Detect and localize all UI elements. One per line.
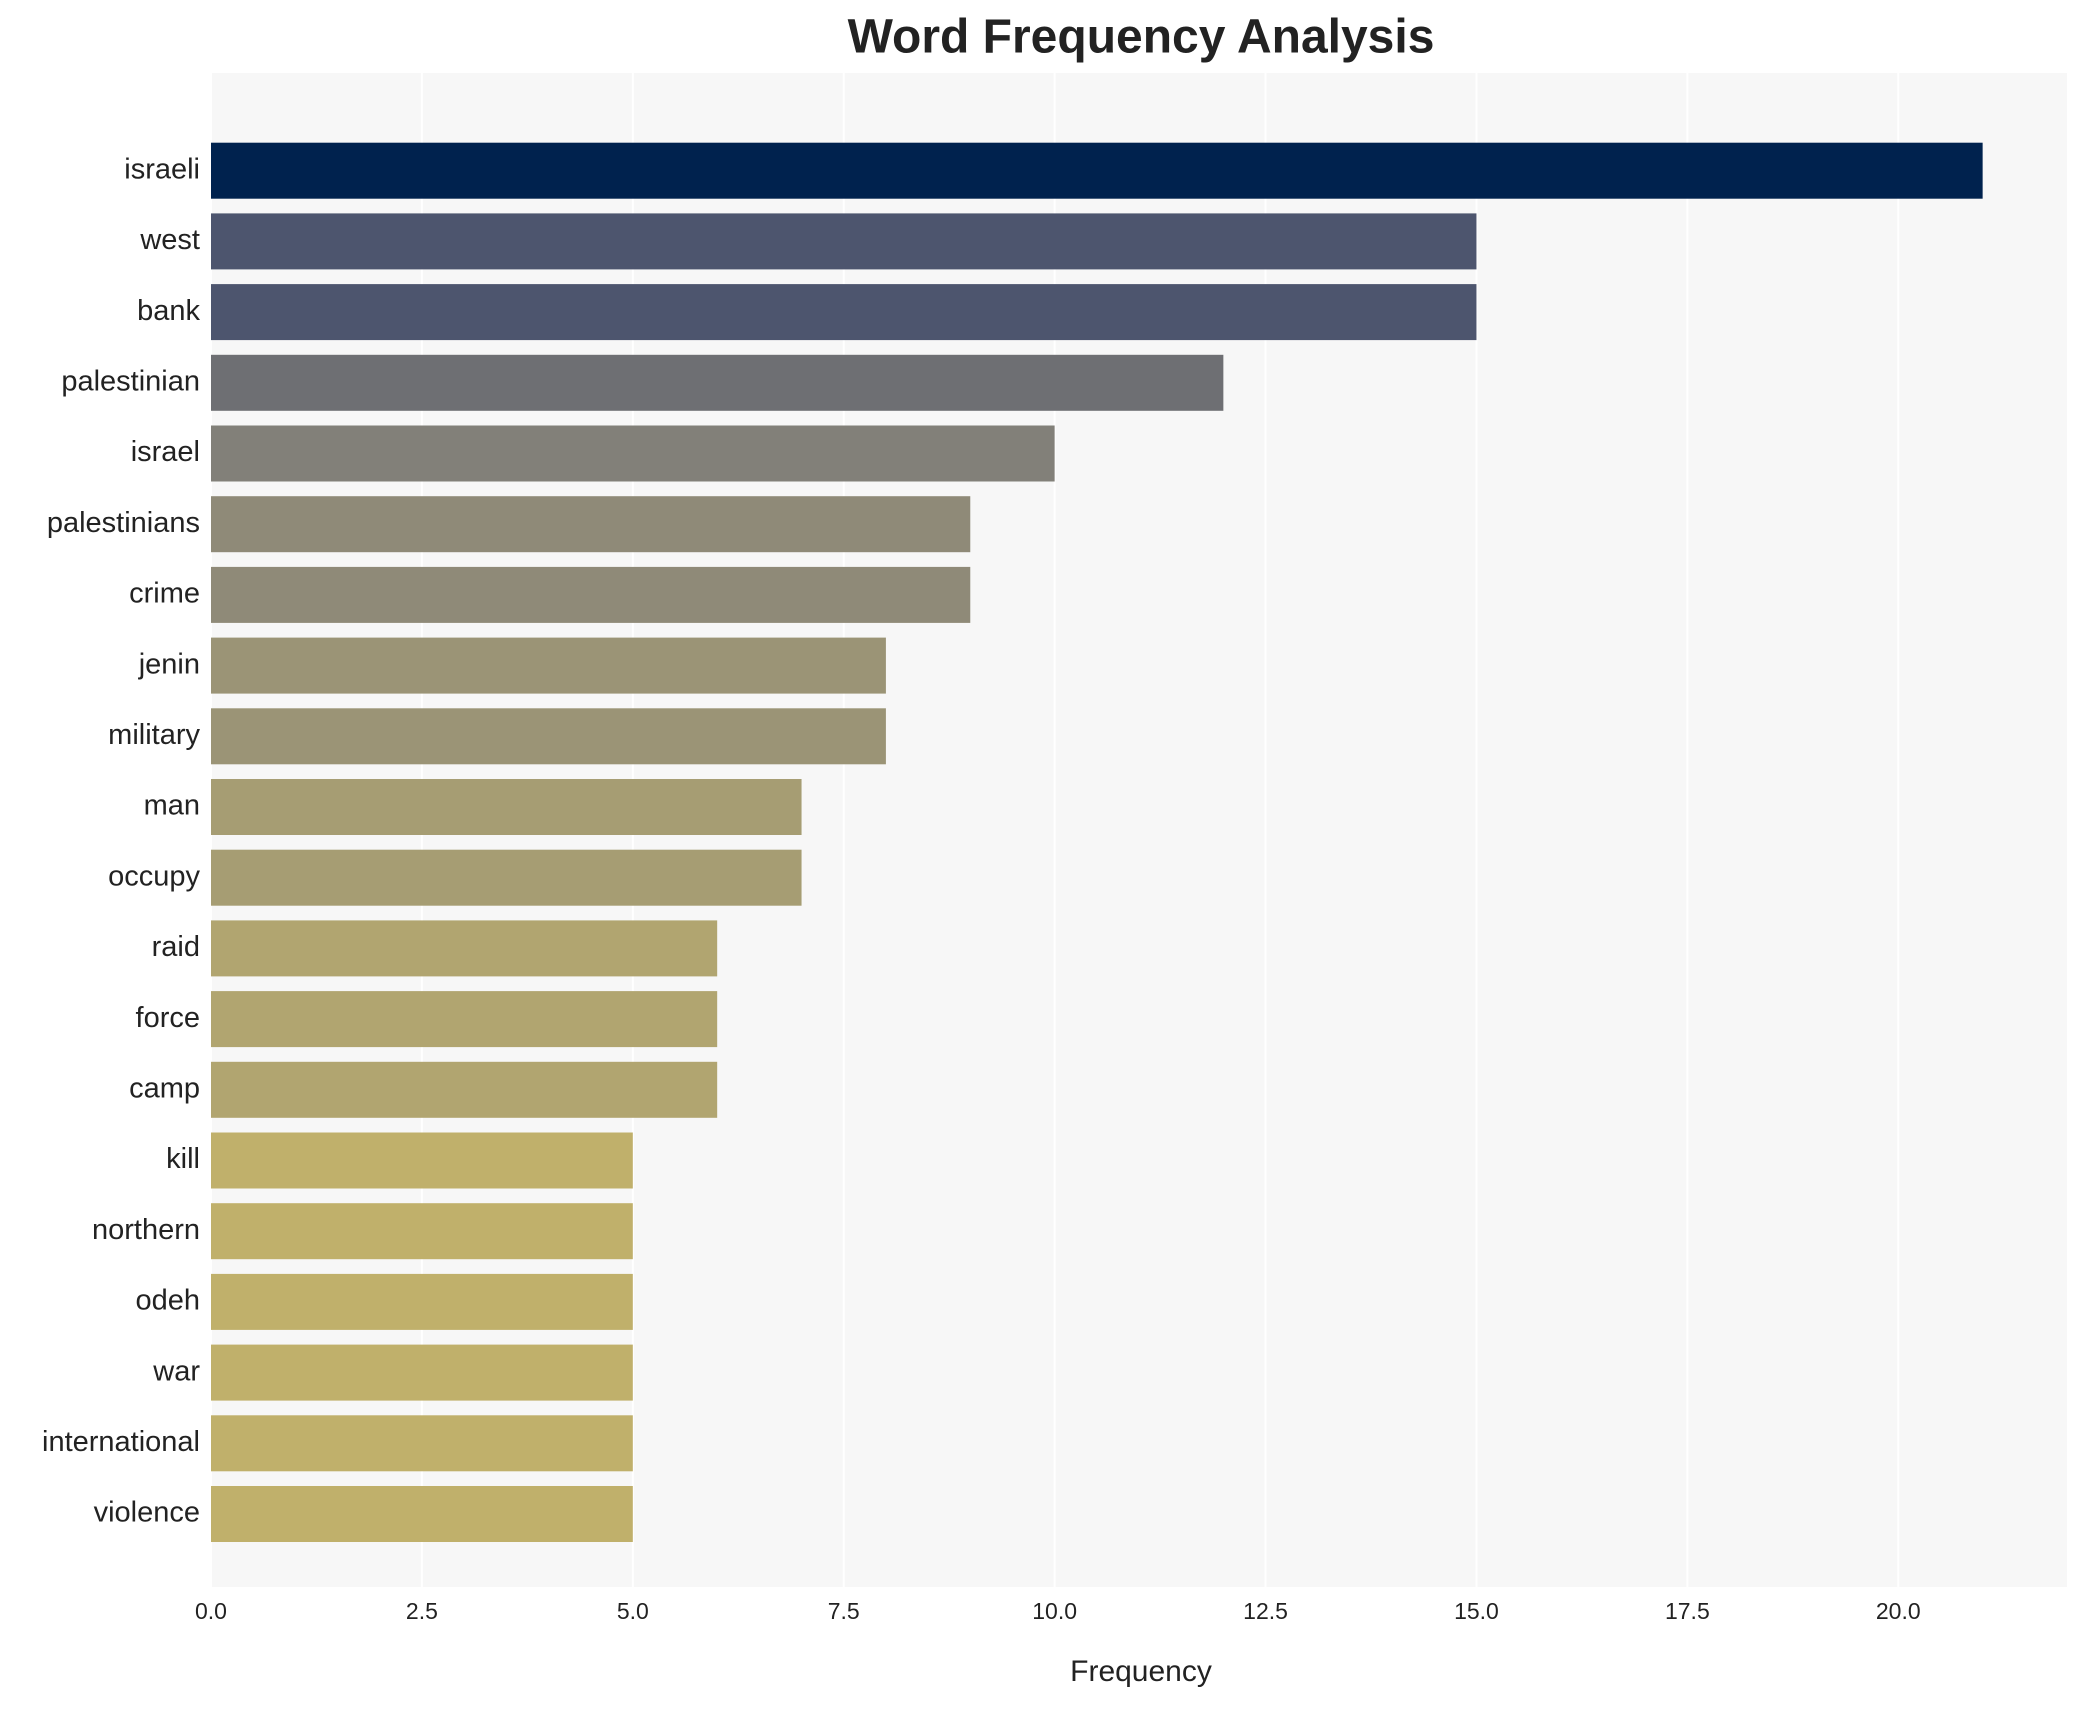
bar	[211, 920, 718, 977]
bar	[211, 1203, 633, 1260]
y-tick-label: international	[42, 1426, 200, 1458]
bar	[211, 1415, 633, 1472]
x-tick-label: 17.5	[1665, 1598, 1710, 1624]
bar	[211, 1344, 633, 1401]
bar	[211, 1486, 633, 1542]
chart-title: Word Frequency Analysis	[848, 11, 1435, 64]
y-tick-label: crime	[129, 578, 200, 610]
bar	[211, 708, 886, 765]
bar	[211, 779, 802, 835]
bar	[211, 637, 886, 694]
bar	[211, 849, 802, 906]
x-tick-label: 12.5	[1243, 1598, 1288, 1624]
y-tick-label: palestinian	[61, 365, 200, 397]
x-tick-label: 20.0	[1876, 1598, 1921, 1624]
bar	[211, 142, 1983, 199]
y-tick-label: israeli	[124, 153, 200, 185]
y-tick-label: occupy	[108, 860, 200, 892]
y-tick-label: force	[136, 1002, 200, 1034]
bar	[211, 213, 1477, 270]
bar	[211, 991, 718, 1048]
y-tick-label: northern	[92, 1214, 200, 1246]
y-tick-label: bank	[137, 295, 200, 327]
bar	[211, 425, 1055, 482]
y-tick-label: raid	[152, 931, 200, 963]
bar	[211, 1273, 633, 1330]
y-tick-label: man	[144, 790, 200, 822]
x-tick-label: 7.5	[828, 1598, 860, 1624]
bar	[211, 354, 1224, 411]
bar	[211, 566, 971, 623]
x-tick-label: 5.0	[617, 1598, 649, 1624]
x-tick-label: 15.0	[1454, 1598, 1499, 1624]
x-tick-label: 10.0	[1032, 1598, 1077, 1624]
bar	[211, 1061, 718, 1118]
y-tick-label: kill	[166, 1143, 200, 1175]
y-tick-label: israel	[131, 436, 200, 468]
y-tick-label: odeh	[135, 1285, 200, 1317]
y-tick-label: palestinians	[47, 507, 200, 539]
y-tick-label: violence	[94, 1497, 200, 1529]
x-tick-label: 0.0	[195, 1598, 227, 1624]
bar	[211, 284, 1477, 341]
y-tick-label: military	[108, 719, 200, 751]
y-tick-label: camp	[129, 1072, 200, 1104]
y-tick-label: west	[139, 224, 200, 256]
x-tick-label: 2.5	[406, 1598, 438, 1624]
x-axis-label: Frequency	[1070, 1655, 1212, 1688]
bar	[211, 496, 971, 553]
y-tick-label: jenin	[138, 648, 200, 680]
bar	[211, 1132, 633, 1189]
y-tick-label: war	[152, 1355, 200, 1387]
